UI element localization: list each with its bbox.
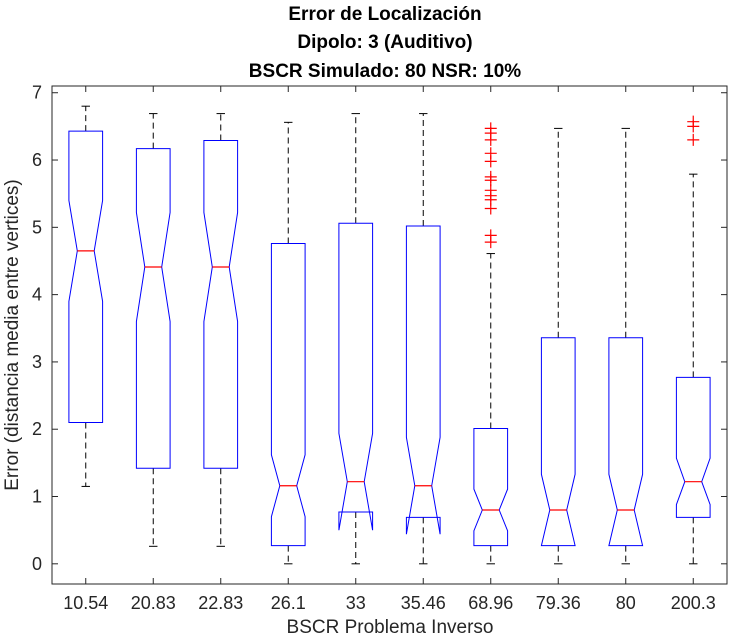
box [608,337,644,547]
x-tick-label: 22.83 [198,593,243,613]
box [68,130,104,423]
outlier-point [484,170,497,183]
y-tick-label: 1 [32,487,42,507]
box [135,148,171,469]
outlier-point [484,147,497,160]
x-tick-label: 10.54 [63,593,108,613]
x-tick-label: 79.36 [536,593,581,613]
axes-frame [51,85,728,585]
box [270,243,306,547]
box [203,140,239,469]
x-axis-label: BSCR Problema Inverso [287,617,494,638]
y-axis-label: Error (distancia media entre vertices) [2,179,23,491]
outlier-point [484,122,497,135]
y-tick-label: 6 [32,150,42,170]
x-tick-label: 33 [346,593,366,613]
x-tick-label: 35.46 [401,593,446,613]
chart-title-line-1: Error de Localización [288,4,481,25]
outlier-point [484,229,497,242]
x-tick-label: 68.96 [468,593,513,613]
x-tick-label: 200.3 [671,593,716,613]
x-tick-label: 80 [616,593,636,613]
y-tick-label: 0 [32,554,42,574]
x-tick-label: 26.1 [271,593,306,613]
y-tick-label: 4 [32,285,42,305]
y-tick-label: 7 [32,83,42,103]
box [675,376,711,518]
chart-title-line-3: BSCR Simulado: 80 NSR: 10% [249,61,521,82]
y-tick-label: 5 [32,217,42,237]
box [473,428,509,547]
x-tick-label: 20.83 [131,593,176,613]
outlier-point [484,184,497,197]
box [540,337,576,547]
chart-title-line-2: Dipolo: 3 (Auditivo) [297,32,472,53]
box [338,222,374,531]
y-tick-label: 2 [32,419,42,439]
plot-area: 0 1 2 3 4 5 6 7 10.54 20.83 22.83 26.1 33 35.46 68.96 7… [32,83,728,613]
box [405,225,441,535]
outlier-point [687,115,700,128]
y-tick-label: 3 [32,352,42,372]
outlier-point [687,133,700,146]
